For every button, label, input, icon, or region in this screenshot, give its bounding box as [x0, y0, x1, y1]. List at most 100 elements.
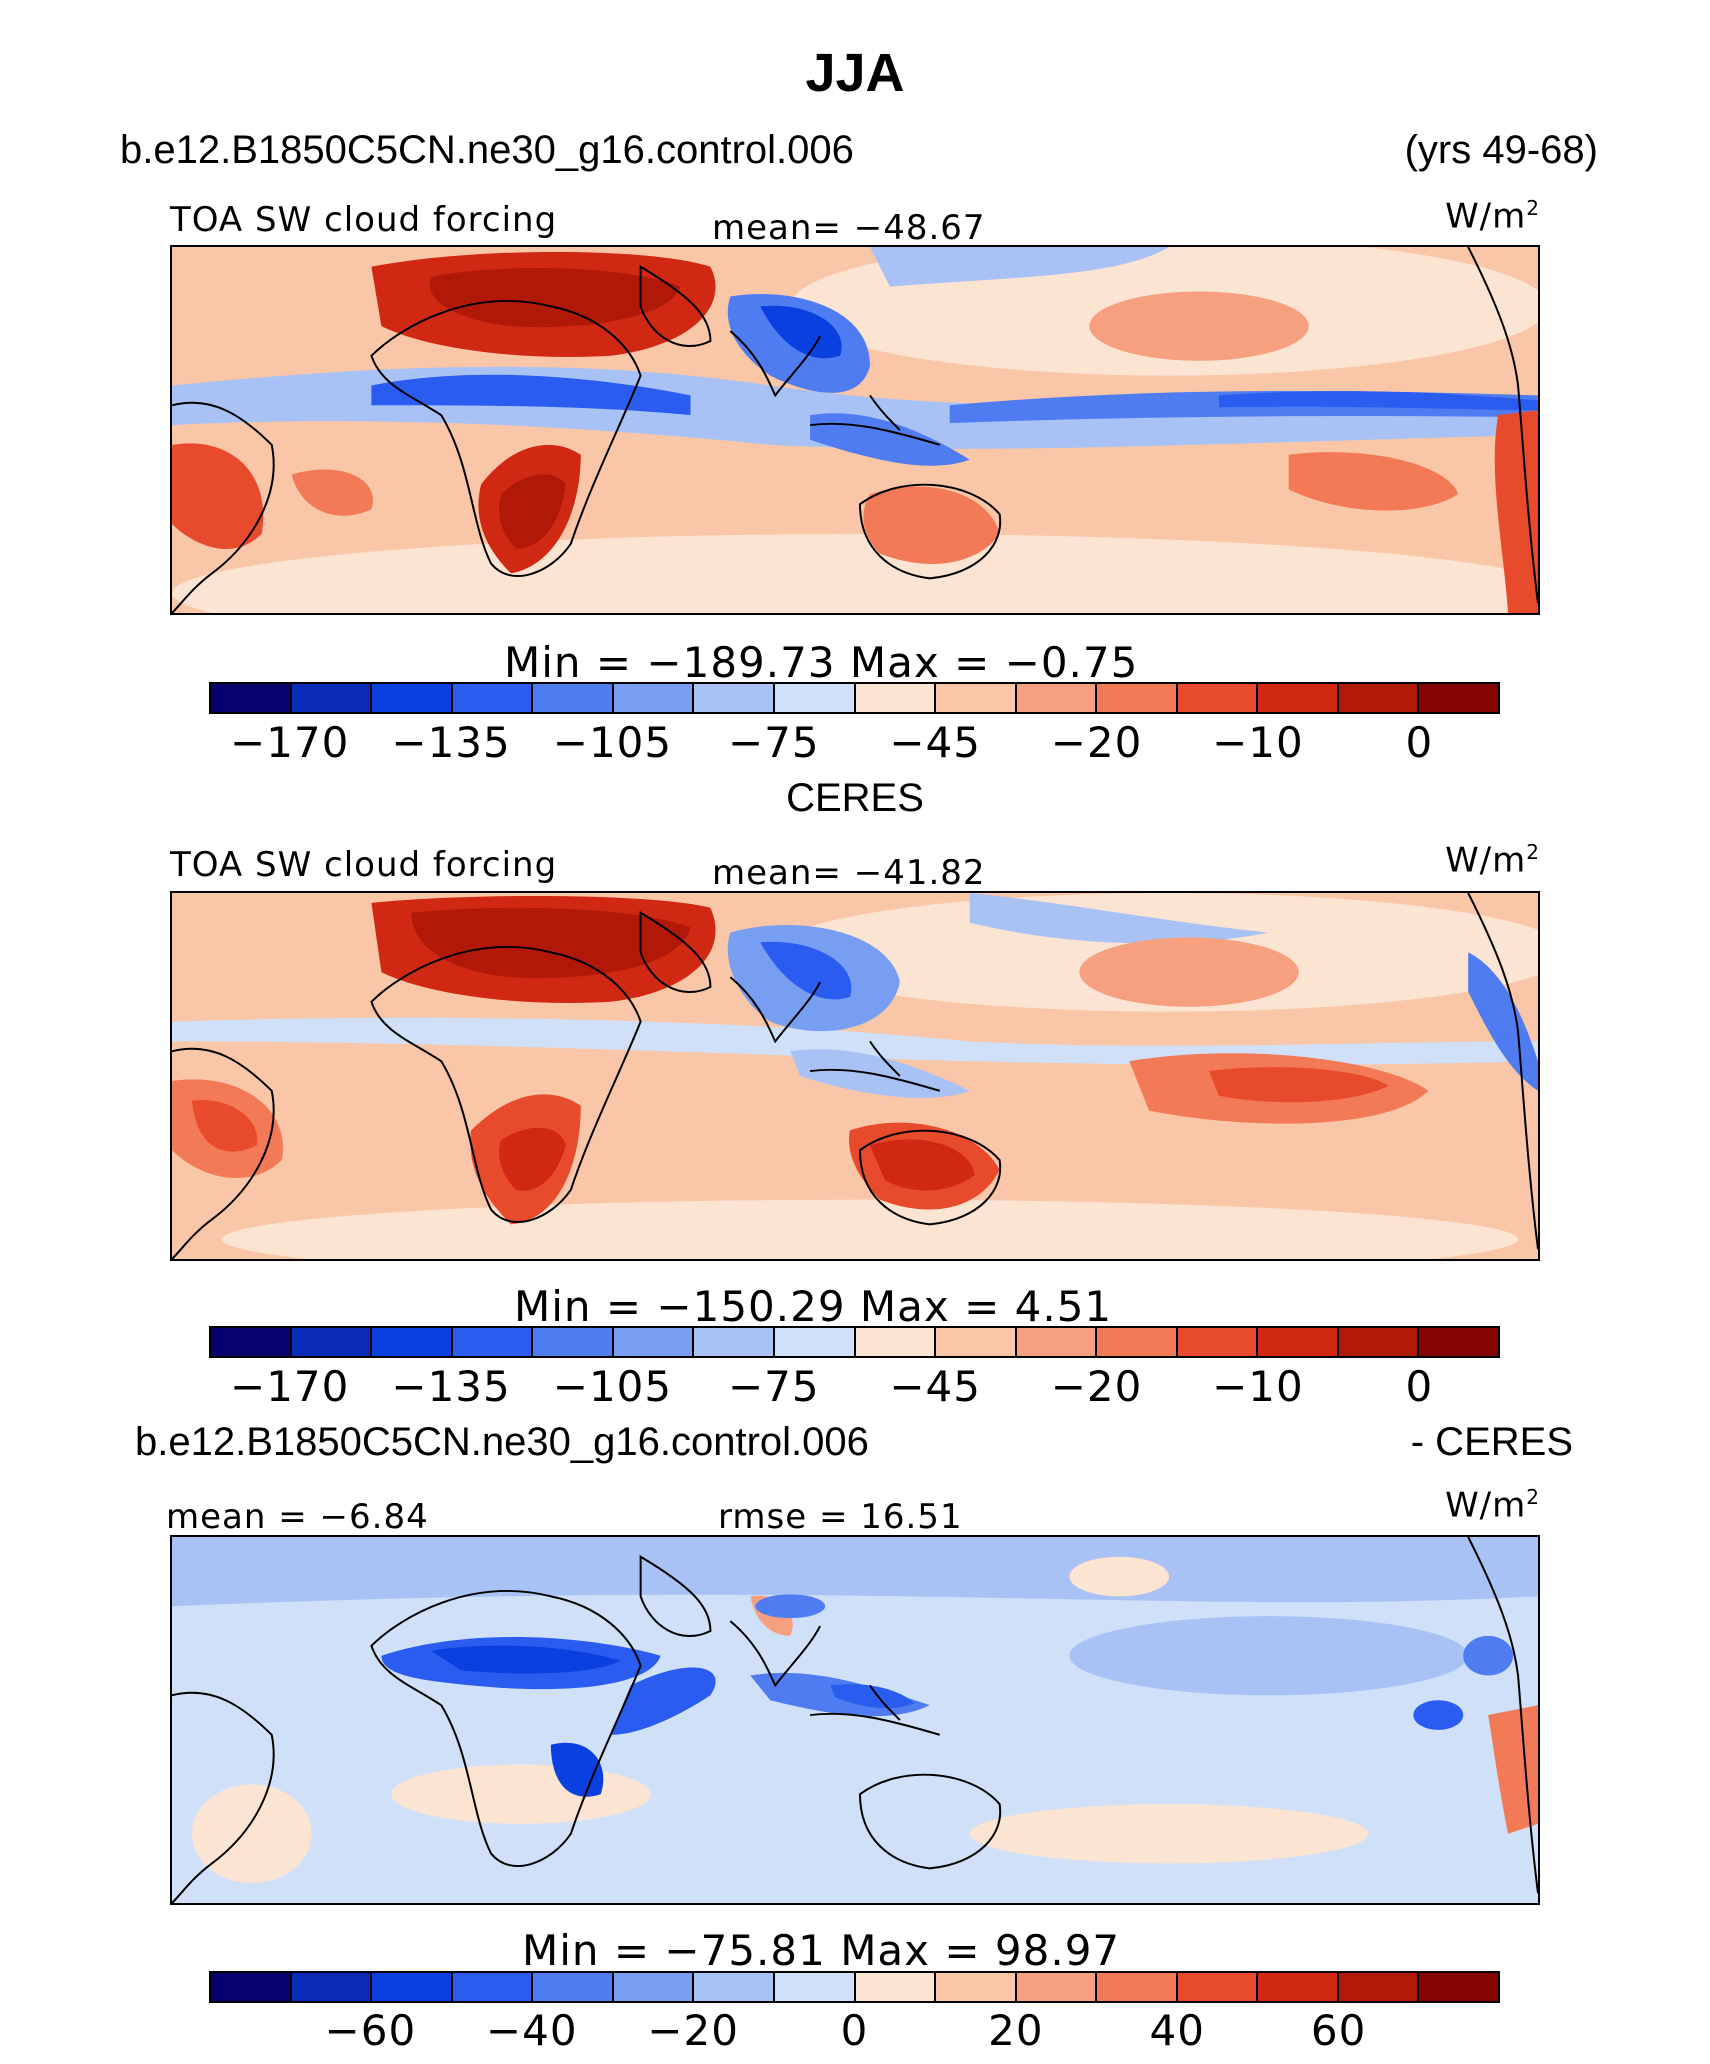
colorbar-swatch — [372, 684, 453, 712]
colorbar-swatch — [1338, 1973, 1420, 2001]
colorbar-swatch — [1258, 1328, 1339, 1356]
colorbar-tick-label: −20 — [1050, 1362, 1143, 1411]
figure-title: JJA — [805, 43, 905, 103]
colorbar-swatch — [694, 1973, 775, 2001]
colorbar-swatch — [694, 1328, 775, 1356]
colorbar-swatch — [1419, 1328, 1498, 1356]
colorbar-tick-label: −60 — [324, 2006, 417, 2055]
colorbar-swatch — [291, 684, 373, 712]
panel1-field-label: TOA SW cloud forcing — [170, 200, 558, 240]
colorbar-swatch — [1016, 1973, 1098, 2001]
colorbar-swatch — [855, 684, 937, 712]
colorbar-tick-label: −135 — [391, 1362, 511, 1411]
colorbar-swatch — [1338, 1328, 1420, 1356]
panel2-dataset-name: CERES — [786, 776, 924, 820]
panel1-units: W/m2 — [1445, 196, 1540, 237]
colorbar-tick-label: −40 — [485, 2006, 578, 2055]
colorbar-tick-label: −20 — [1050, 718, 1143, 767]
colorbar-tick-label: −105 — [552, 718, 673, 767]
colorbar-tick-label: −20 — [647, 2006, 739, 2055]
colorbar-swatch — [774, 1973, 856, 2001]
colorbar-swatch — [936, 684, 1017, 712]
panel3-units: W/m2 — [1445, 1485, 1540, 1526]
colorbar-tick-label: −105 — [552, 1362, 673, 1411]
colorbar-swatch — [1016, 1328, 1098, 1356]
colorbar-swatch — [372, 1973, 453, 2001]
panel2-map — [170, 891, 1540, 1261]
colorbar-tick-label: 40 — [1149, 2006, 1205, 2055]
panel2-mean: mean= −41.82 — [712, 853, 986, 893]
colorbar-swatch — [211, 684, 292, 712]
colorbar-swatch — [533, 1973, 614, 2001]
panel1-years: (yrs 49-68) — [1404, 128, 1598, 172]
colorbar-tick-label: 0 — [1405, 718, 1434, 767]
colorbar-swatch — [855, 1973, 937, 2001]
panel1-map-svg — [172, 247, 1538, 613]
colorbar-swatch — [452, 1328, 534, 1356]
panel1-map — [170, 245, 1540, 615]
colorbar-tick-label: 20 — [988, 2006, 1044, 2055]
panel1-mean: mean= −48.67 — [712, 208, 986, 248]
panel2-colorbar — [209, 1326, 1500, 1358]
panel2-map-svg — [172, 893, 1538, 1259]
colorbar-swatch — [613, 1328, 695, 1356]
colorbar-swatch — [1097, 1328, 1178, 1356]
panel1-case-name: b.e12.B1850C5CN.ne30_g16.control.006 — [120, 128, 854, 172]
panel2-field-label: TOA SW cloud forcing — [170, 845, 558, 885]
colorbar-tick-label: −170 — [230, 1362, 350, 1411]
panel3-map — [170, 1535, 1540, 1905]
colorbar-tick-label: 0 — [840, 2006, 869, 2055]
colorbar-swatch — [533, 684, 614, 712]
panel1-minmax: Min = −189.73 Max = −0.75 — [504, 638, 1139, 687]
colorbar-swatch — [1016, 684, 1098, 712]
colorbar-swatch — [1177, 1973, 1259, 2001]
colorbar-swatch — [936, 1328, 1017, 1356]
colorbar-swatch — [452, 684, 534, 712]
colorbar-tick-label: −75 — [727, 718, 820, 767]
panel1-colorbar-ticks: −170 −135 −105 −75 −45 −20 −10 0 — [209, 718, 1500, 767]
colorbar-swatch — [1097, 684, 1178, 712]
colorbar-swatch — [291, 1973, 373, 2001]
colorbar-swatch — [211, 1328, 292, 1356]
panel2-colorbar-ticks: −170 −135 −105 −75 −45 −20 −10 0 — [209, 1362, 1500, 1411]
colorbar-tick-label: −45 — [889, 718, 982, 767]
panel3-colorbar-ticks: −60 −40 −20 0 20 40 60 — [209, 2006, 1500, 2055]
colorbar-swatch — [372, 1328, 453, 1356]
colorbar-swatch — [1177, 684, 1259, 712]
panel3-case-name: b.e12.B1850C5CN.ne30_g16.control.006 — [135, 1420, 869, 1464]
colorbar-swatch — [1258, 1973, 1339, 2001]
colorbar-tick-label: −135 — [391, 718, 511, 767]
panel2-minmax: Min = −150.29 Max = 4.51 — [514, 1282, 1113, 1331]
panel3-rmse: rmse = 16.51 — [718, 1497, 963, 1537]
colorbar-tick-label: −10 — [1212, 1362, 1304, 1411]
colorbar-tick-label: 60 — [1310, 2006, 1367, 2055]
panel3-map-svg — [172, 1537, 1538, 1903]
colorbar-swatch — [1338, 684, 1420, 712]
colorbar-tick-label: −170 — [230, 718, 350, 767]
panel3-mean: mean = −6.84 — [166, 1497, 429, 1537]
colorbar-swatch — [291, 1328, 373, 1356]
panel1-colorbar — [209, 682, 1500, 714]
colorbar-swatch — [452, 1973, 534, 2001]
colorbar-swatch — [1419, 1973, 1498, 2001]
colorbar-swatch — [936, 1973, 1017, 2001]
colorbar-swatch — [211, 1973, 292, 2001]
panel2-units: W/m2 — [1445, 840, 1540, 881]
colorbar-tick-label: −75 — [727, 1362, 820, 1411]
panel3-colorbar — [209, 1971, 1500, 2003]
colorbar-swatch — [1258, 684, 1339, 712]
colorbar-tick-label: −45 — [889, 1362, 982, 1411]
colorbar-swatch — [694, 684, 775, 712]
colorbar-tick-label: 0 — [1405, 1362, 1434, 1411]
colorbar-swatch — [855, 1328, 937, 1356]
colorbar-swatch — [533, 1328, 614, 1356]
panel3-minus-ceres: - CERES — [1410, 1420, 1573, 1464]
colorbar-swatch — [1097, 1973, 1178, 2001]
colorbar-swatch — [1419, 684, 1498, 712]
colorbar-swatch — [774, 1328, 856, 1356]
colorbar-swatch — [613, 1973, 695, 2001]
colorbar-swatch — [613, 684, 695, 712]
colorbar-swatch — [774, 684, 856, 712]
colorbar-swatch — [1177, 1328, 1259, 1356]
panel3-minmax: Min = −75.81 Max = 98.97 — [522, 1926, 1121, 1975]
